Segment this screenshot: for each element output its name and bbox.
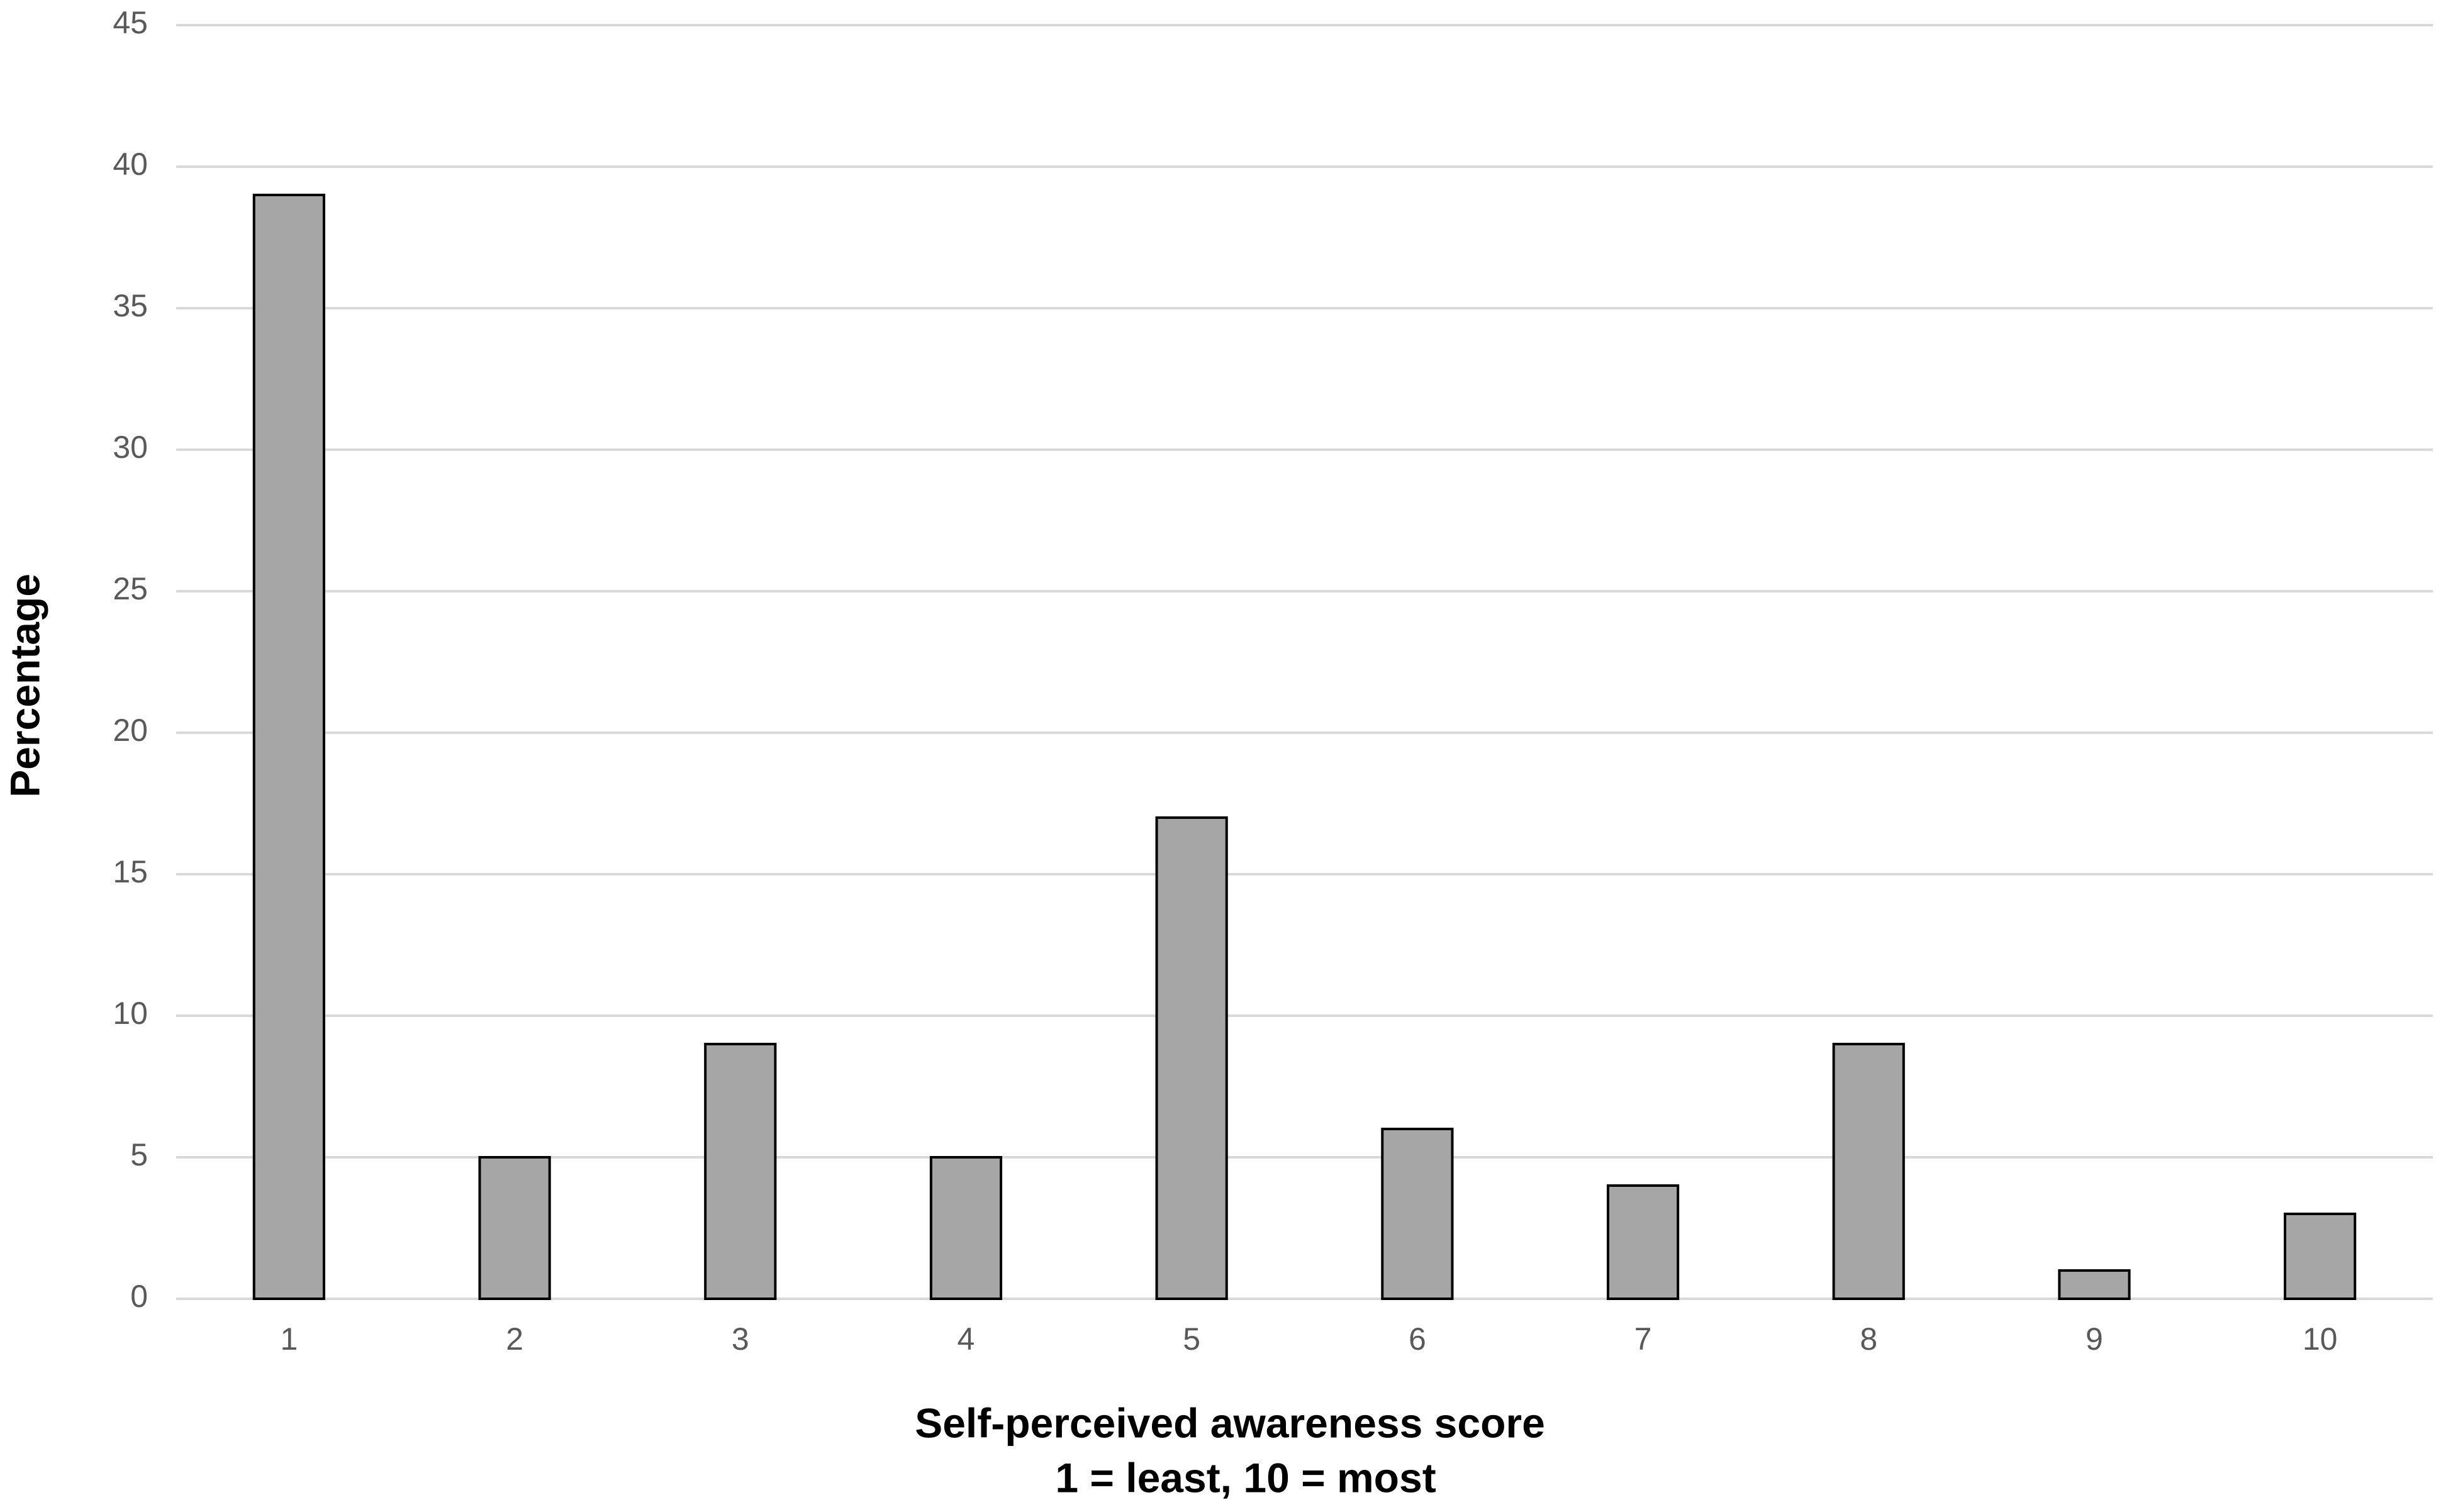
x-tick-label: 7 (1634, 1321, 1652, 1357)
x-tick-label: 4 (958, 1321, 975, 1357)
bar (2284, 1213, 2357, 1300)
x-tick-label: 10 (2303, 1321, 2338, 1357)
x-tick-label: 1 (280, 1321, 298, 1357)
x-tick-label: 9 (2086, 1321, 2103, 1357)
y-tick-label: 40 (113, 147, 148, 182)
y-tick-label: 0 (130, 1279, 148, 1314)
x-tick-label: 3 (732, 1321, 749, 1357)
bar (1606, 1184, 1680, 1300)
bar (478, 1156, 551, 1300)
bar (1155, 816, 1228, 1300)
y-tick-label: 45 (113, 5, 148, 40)
x-tick-label: 5 (1183, 1321, 1200, 1357)
bar (704, 1043, 777, 1300)
y-tick-label: 35 (113, 288, 148, 323)
y-tick-label: 20 (113, 713, 148, 748)
x-tick-label: 6 (1409, 1321, 1426, 1357)
x-axis-title: Self-perceived awareness score (915, 1399, 1545, 1446)
bar (2058, 1269, 2131, 1300)
y-tick-label: 15 (113, 854, 148, 889)
x-axis-subtitle: 1 = least, 10 = most (1055, 1454, 1436, 1501)
bar (1832, 1043, 1905, 1300)
y-tick-label: 25 (113, 571, 148, 606)
y-tick-label: 5 (130, 1137, 148, 1172)
bar (252, 194, 325, 1300)
y-axis-title: Percentage (1, 574, 48, 798)
bar (929, 1156, 1003, 1300)
y-tick-label: 30 (113, 430, 148, 465)
x-tick-label: 2 (506, 1321, 523, 1357)
bar (1381, 1128, 1454, 1300)
x-tick-label: 8 (1860, 1321, 1877, 1357)
y-tick-label: 10 (113, 996, 148, 1031)
